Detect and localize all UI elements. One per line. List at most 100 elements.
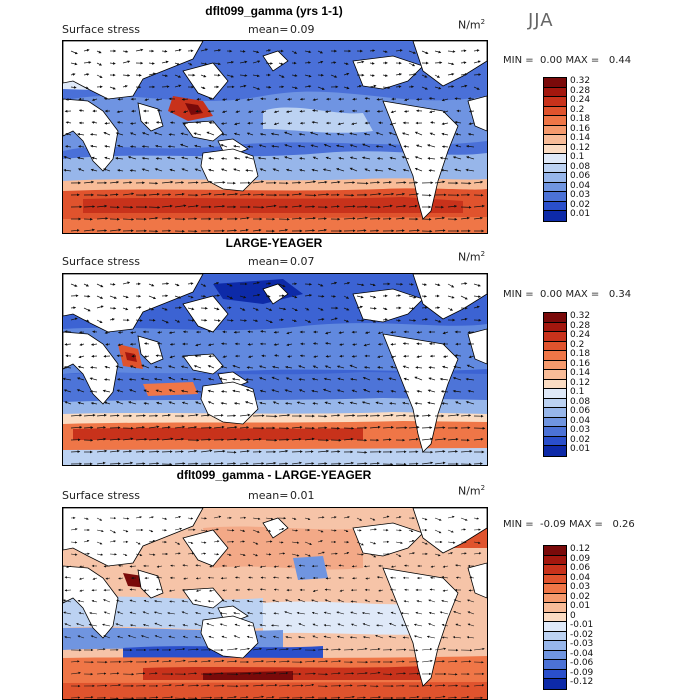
wind-stress-vector — [239, 319, 248, 322]
wind-stress-vector — [376, 377, 384, 381]
wind-stress-vector — [427, 157, 436, 160]
wind-stress-vector — [356, 85, 362, 88]
wind-stress-vector — [350, 377, 358, 381]
panel-title: LARGE-YEAGER — [225, 236, 323, 250]
wind-stress-vector — [278, 541, 284, 544]
wind-stress-vector — [103, 565, 111, 568]
wind-stress-vector — [312, 402, 319, 405]
wind-stress-vector — [135, 306, 142, 309]
wind-stress-vector — [239, 84, 247, 88]
wind-stress-vector — [408, 539, 415, 543]
wind-stress-vector — [460, 449, 473, 453]
wind-stress-vector — [369, 61, 375, 65]
colorbar-tick-label: 0.28 — [570, 320, 591, 331]
wind-stress-vector — [455, 144, 462, 148]
wind-stress-vector — [213, 48, 222, 52]
wind-stress-vector — [330, 450, 341, 453]
wind-stress-vector — [187, 181, 199, 184]
wind-stress-vector — [161, 450, 173, 454]
wind-stress-vector — [83, 283, 90, 287]
wind-stress-vector — [325, 577, 332, 580]
wind-stress-vector — [356, 319, 365, 322]
wind-stress-vector — [447, 450, 458, 453]
wind-stress-vector — [454, 97, 462, 101]
wind-stress-vector — [135, 553, 143, 557]
wind-stress-vector — [187, 319, 195, 322]
wind-stress-vector — [143, 402, 150, 405]
wind-stress-vector — [271, 389, 280, 393]
wind-stress-vector — [157, 109, 163, 113]
wind-stress-vector — [200, 192, 212, 196]
wind-stress-vector — [259, 377, 267, 381]
wind-stress-vector — [311, 121, 319, 124]
wind-stress-vector — [226, 192, 239, 196]
wind-stress-vector — [187, 449, 198, 453]
wind-stress-vector — [122, 437, 134, 441]
wind-stress-vector — [135, 437, 148, 441]
wind-stress-vector — [252, 228, 262, 232]
colorbar-tick-label: 0.04 — [570, 180, 591, 191]
wind-stress-vector — [455, 133, 462, 136]
colorbar-swatch — [544, 546, 566, 556]
wind-stress-vector — [135, 541, 141, 545]
wind-stress-vector — [421, 437, 434, 441]
wind-stress-vector — [454, 120, 462, 124]
wind-stress-vector — [272, 401, 280, 405]
wind-stress-vector — [70, 306, 77, 310]
wind-stress-vector — [460, 216, 470, 220]
wind-stress-vector — [447, 62, 455, 66]
wind-stress-vector — [63, 365, 72, 369]
wind-stress-vector — [180, 389, 189, 393]
colorbar-swatch — [544, 144, 566, 154]
wind-stress-vector — [252, 307, 259, 311]
wind-stress-vector — [259, 168, 267, 172]
wind-stress-vector — [287, 354, 293, 358]
wind-stress-vector — [213, 319, 221, 322]
wind-stress-vector — [83, 539, 90, 543]
wind-stress-vector — [169, 110, 176, 113]
wind-stress-vector — [395, 216, 405, 220]
colorbar-tick-label: 0.02 — [570, 591, 591, 602]
wind-stress-vector — [272, 168, 280, 172]
wind-stress-vector — [285, 168, 293, 172]
wind-stress-vector — [153, 131, 163, 136]
wind-stress-vector — [154, 168, 163, 172]
wind-stress-vector — [317, 307, 324, 311]
wind-stress-vector — [330, 317, 338, 321]
wind-stress-vector — [395, 73, 402, 76]
wind-stress-vector — [144, 342, 150, 346]
wind-stress-vector — [298, 564, 306, 567]
wind-stress-vector — [259, 565, 267, 569]
wind-stress-vector — [213, 515, 222, 519]
wind-stress-vector — [401, 156, 410, 160]
wind-stress-vector — [473, 86, 480, 90]
wind-stress-vector — [83, 86, 89, 90]
wind-stress-vector — [141, 145, 150, 148]
wind-stress-vector — [337, 401, 345, 405]
colorbar-tick-label: 0.03 — [570, 582, 591, 592]
wind-stress-vector — [174, 295, 182, 299]
wind-stress-vector — [324, 401, 332, 405]
colorbar-tick-label: 0.16 — [570, 123, 591, 134]
wind-stress-vector — [369, 517, 376, 521]
wind-stress-vector — [174, 541, 181, 545]
wind-stress-vector — [183, 577, 189, 580]
wind-stress-vector — [209, 589, 215, 592]
wind-stress-vector — [416, 389, 423, 393]
wind-stress-vector — [155, 588, 163, 591]
wind-stress-vector — [109, 282, 116, 286]
wind-stress-vector — [291, 204, 303, 208]
wind-stress-vector — [287, 121, 293, 125]
units-label: N/m2 — [458, 484, 486, 498]
wind-stress-vector — [390, 342, 397, 346]
wind-stress-vector — [291, 181, 302, 185]
wind-stress-vector — [330, 205, 340, 208]
wind-stress-vector — [304, 553, 311, 557]
wind-stress-vector — [168, 331, 176, 335]
wind-stress-vector — [248, 576, 254, 579]
wind-stress-vector — [421, 517, 428, 521]
wind-stress-vector — [369, 425, 381, 429]
wind-stress-vector — [252, 462, 265, 465]
colorbar-tick-label: -0.12 — [570, 677, 594, 687]
wind-stress-vector — [351, 122, 358, 126]
